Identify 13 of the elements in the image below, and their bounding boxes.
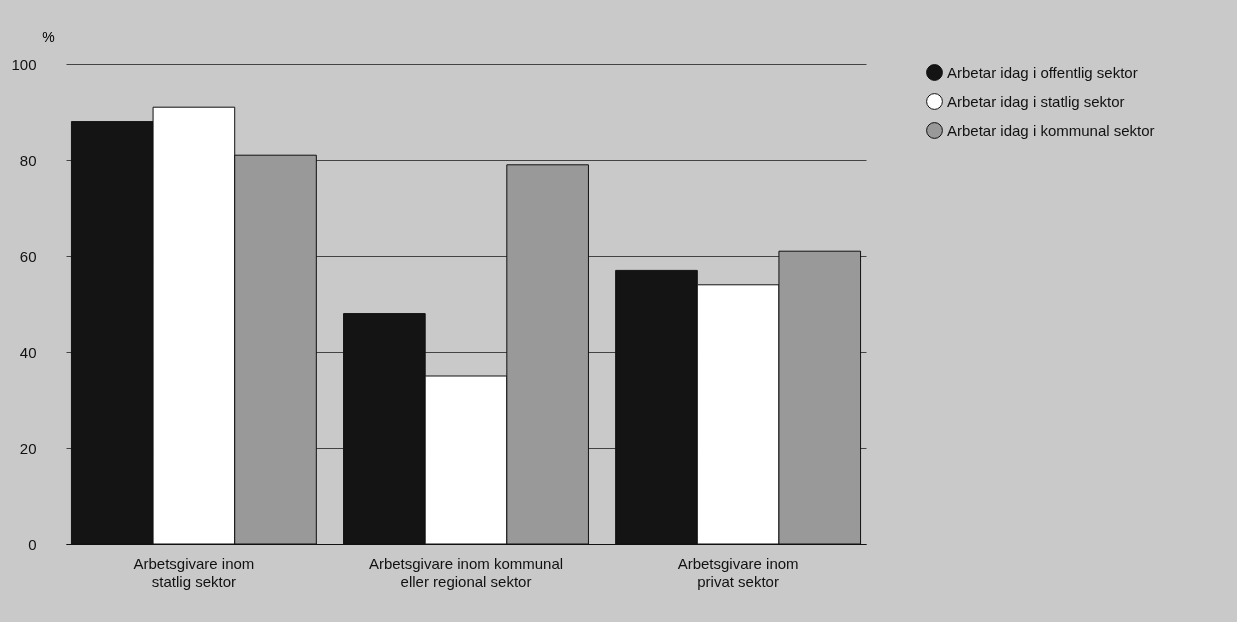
y-tick-label: 40 xyxy=(19,343,37,361)
y-tick-label: 20 xyxy=(19,439,37,457)
y-axis-title: % xyxy=(42,28,55,45)
legend-label: Arbetar idag i kommunal sektor xyxy=(947,121,1155,139)
y-tick-label: 60 xyxy=(19,247,37,265)
x-tick-label: Arbetsgivare inom kommunal eller regional sektor xyxy=(368,554,564,590)
y-tick-label: 80 xyxy=(19,151,37,169)
y-tick-label: 100 xyxy=(11,55,37,73)
x-tick-label: Arbetsgivare inom statlig sektor xyxy=(133,554,255,590)
y-tick-label: 0 xyxy=(28,535,37,553)
legend-label: Arbetar idag i statlig sektor xyxy=(947,92,1125,110)
legend-label: Arbetar idag i offentlig sektor xyxy=(947,63,1138,81)
x-tick-label: Arbetsgivare inom privat sektor xyxy=(677,554,799,590)
